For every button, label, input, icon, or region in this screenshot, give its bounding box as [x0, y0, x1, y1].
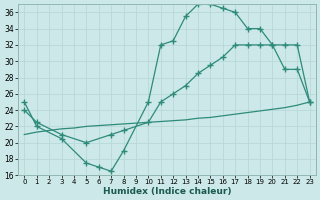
X-axis label: Humidex (Indice chaleur): Humidex (Indice chaleur)	[103, 187, 231, 196]
